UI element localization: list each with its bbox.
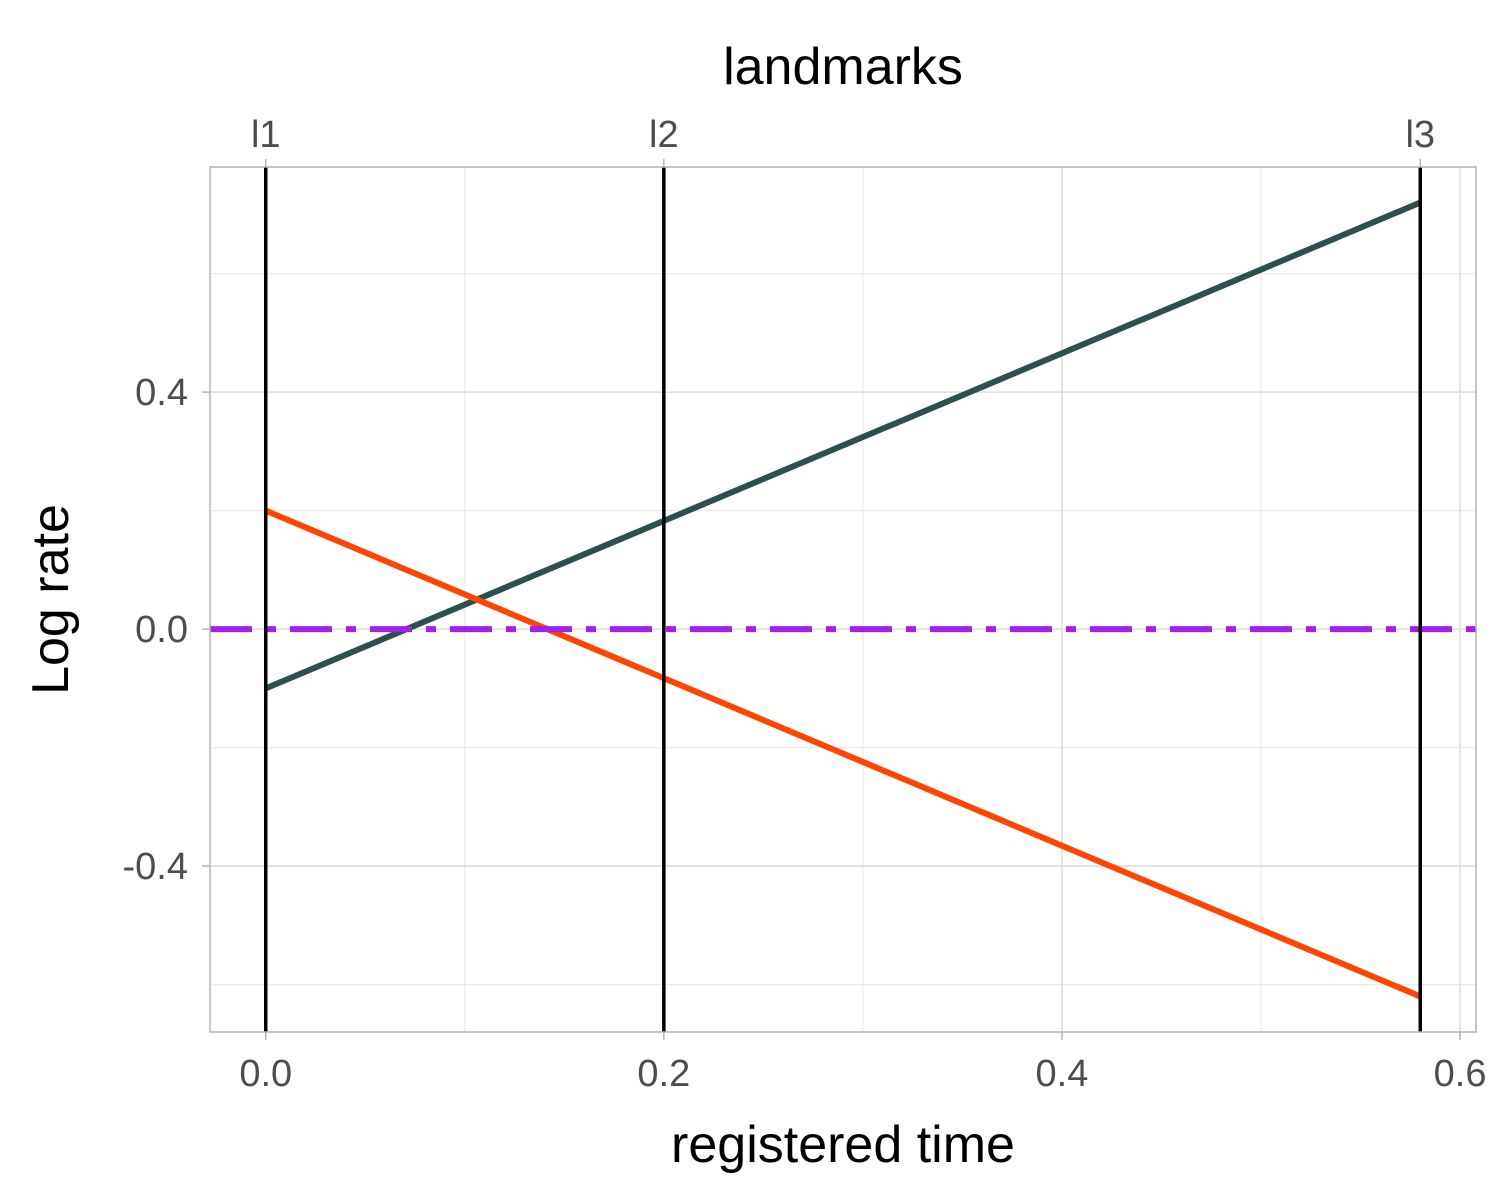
major-gridlines xyxy=(210,167,1476,1032)
y-tick-label: 0.4 xyxy=(135,372,188,414)
x-axis-title: registered time xyxy=(671,1116,1015,1174)
landmark-lines xyxy=(263,167,1423,1032)
series-line-2 xyxy=(264,507,1422,1000)
series-layer xyxy=(210,199,1476,1000)
top-axis-title: landmarks xyxy=(723,38,963,96)
minor-gridlines xyxy=(210,167,1476,1032)
y-tick-label: -0.4 xyxy=(123,846,188,888)
y-axis-ticks: -0.4 0.0 0.4 xyxy=(123,372,210,888)
x-tick-label: 0.2 xyxy=(637,1053,690,1095)
top-tick-label: l2 xyxy=(649,114,679,156)
y-axis-title: Log rate xyxy=(22,504,80,695)
x-axis-ticks: 0.0 0.2 0.4 0.6 xyxy=(239,1032,1486,1095)
series-line-1 xyxy=(264,199,1422,692)
x-tick-label: 0.6 xyxy=(1434,1053,1487,1095)
x-tick-label: 0.4 xyxy=(1036,1053,1089,1095)
panel-border xyxy=(209,166,1477,1033)
top-axis-ticks: l1 l2 l3 xyxy=(251,114,1435,167)
y-tick-label: 0.0 xyxy=(135,609,188,651)
top-tick-label: l1 xyxy=(251,114,281,156)
top-tick-label: l3 xyxy=(1405,114,1435,156)
x-tick-label: 0.0 xyxy=(239,1053,292,1095)
